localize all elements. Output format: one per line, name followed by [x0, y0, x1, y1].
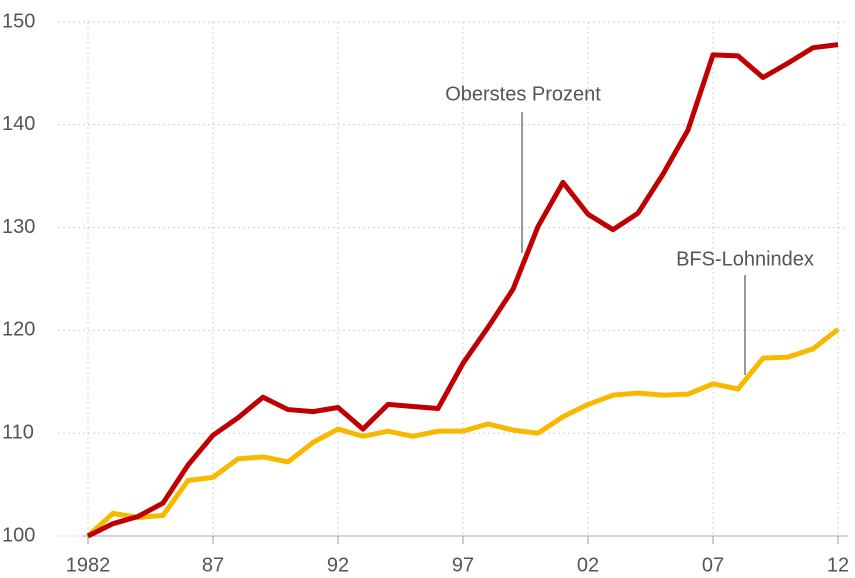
x-tick-label: 97 — [452, 554, 474, 576]
legend-label: BFS-Lohnindex — [676, 248, 814, 270]
y-tick-label: 140 — [2, 113, 35, 135]
x-tick-label: 87 — [202, 554, 224, 576]
x-tick-label: 12 — [827, 554, 849, 576]
x-tick-label: 92 — [327, 554, 349, 576]
data-line — [86, 42, 839, 539]
x-tick-label: 02 — [577, 554, 599, 576]
y-tick-label: 130 — [2, 216, 35, 238]
x-tick-label: 07 — [702, 554, 724, 576]
y-tick-label: 120 — [2, 319, 35, 341]
y-tick-label: 110 — [2, 421, 34, 443]
data-line — [86, 327, 840, 538]
x-tick-label: 1982 — [66, 554, 111, 576]
legend-label: Oberstes Prozent — [445, 83, 601, 105]
y-tick-label: 150 — [2, 10, 35, 32]
y-tick-label: 100 — [2, 524, 35, 546]
